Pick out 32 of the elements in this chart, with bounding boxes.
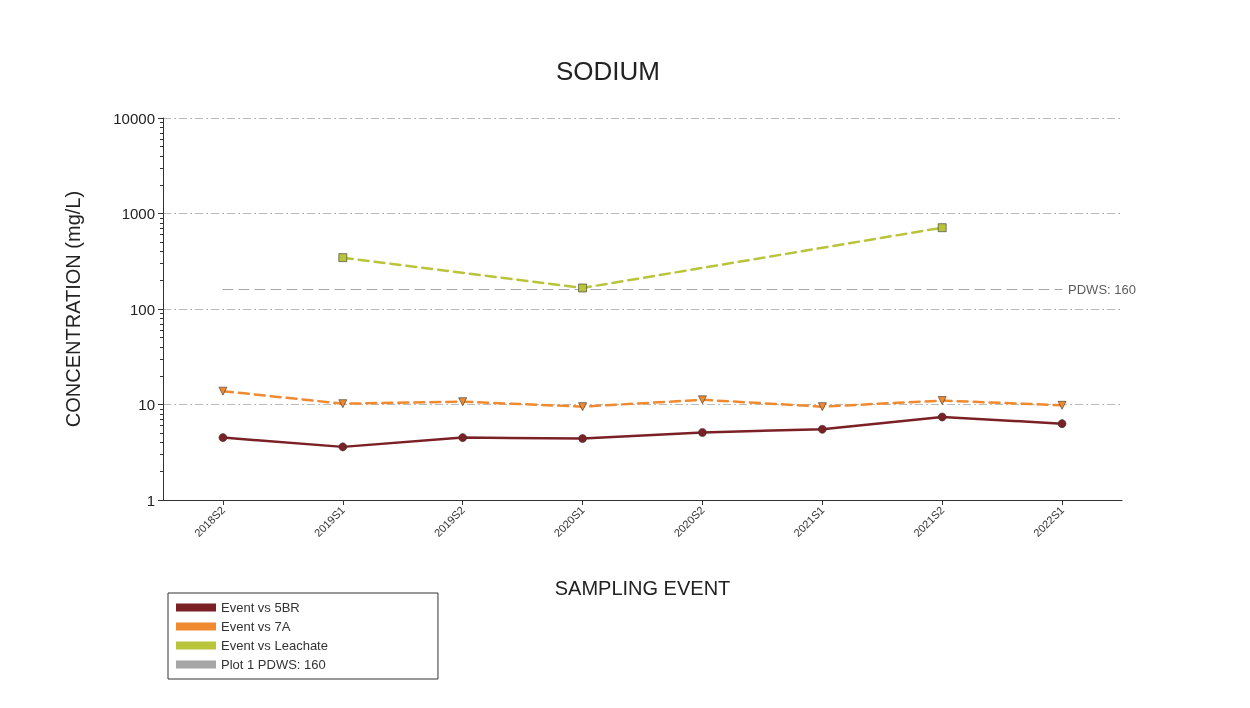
y-tick-label: 100	[129, 300, 155, 318]
point	[338, 253, 348, 262]
legend-label: Plot 1 PDWS: 160	[221, 657, 326, 672]
point	[578, 434, 587, 443]
point	[338, 399, 348, 408]
point	[458, 433, 467, 442]
y-axis-title: CONCENTRATION (mg/L)	[62, 190, 84, 428]
point	[937, 412, 947, 422]
point	[218, 386, 228, 396]
point	[818, 425, 827, 434]
annotation: PDWS: 160	[1068, 282, 1136, 298]
point	[1057, 419, 1067, 428]
point	[698, 395, 707, 405]
point	[458, 397, 467, 406]
point	[698, 428, 707, 437]
y-tick-label: 10	[138, 396, 155, 413]
y-tick-label: 1000	[121, 205, 155, 222]
chart-title: SODIUM	[556, 56, 660, 86]
point	[578, 283, 587, 293]
point	[937, 223, 947, 232]
point	[218, 433, 228, 442]
point	[937, 396, 947, 405]
y-tick-label: 1	[146, 491, 155, 509]
point	[1057, 401, 1067, 410]
y-tick-label: 10000	[113, 109, 155, 127]
x-axis-title: SAMPLING EVENT	[554, 577, 731, 599]
point	[818, 402, 827, 411]
point	[338, 442, 348, 452]
legend-label: Event vs 5BR	[221, 600, 300, 615]
legend-label: Event vs 7A	[221, 619, 291, 634]
legend-label: Event vs Leachate	[221, 638, 328, 653]
point	[578, 402, 587, 411]
